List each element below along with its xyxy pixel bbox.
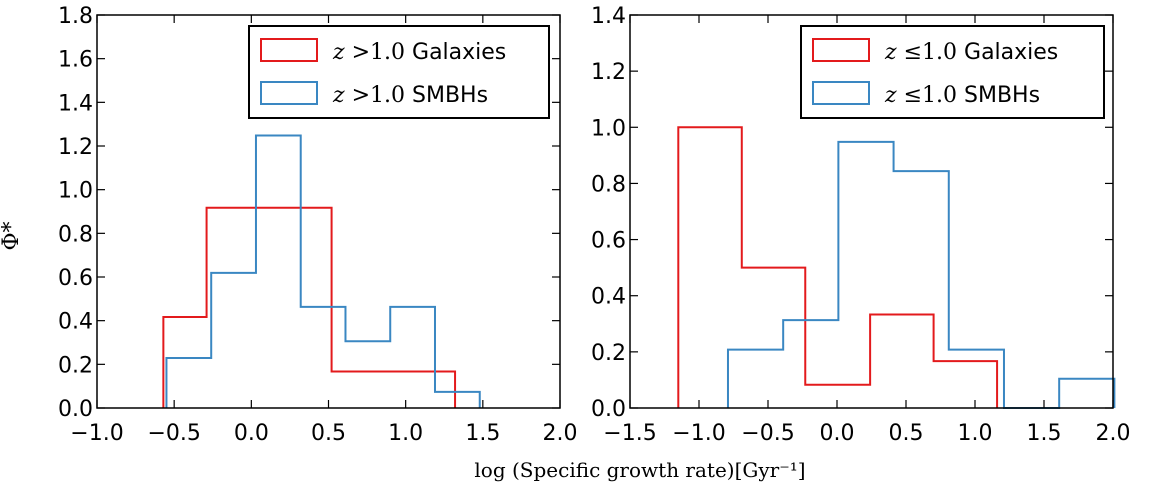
y-tick-label: 0.6 — [591, 229, 626, 254]
y-tick-label: 1.8 — [58, 4, 93, 29]
legend-swatch-0 — [812, 38, 870, 62]
y-tick-label: 0.0 — [58, 397, 93, 422]
y-axis-label: Φ* — [0, 221, 24, 250]
legend-label-1: z ≤1.0 SMBHs — [884, 83, 1040, 108]
y-tick-label: 0.2 — [591, 341, 626, 366]
legend-swatch-1 — [260, 81, 318, 105]
right-panel: −1.5 −1.0 −0.5 0.0 0.5 1.0 1.5 2.0 0.0 0.2 0.4 0.6 0… — [591, 4, 1131, 446]
y-tick-label: 0.4 — [591, 285, 626, 310]
legend-box — [800, 25, 1105, 119]
legend-label-0: z >1.0 Galaxies — [332, 40, 506, 65]
x-tick-label: −1.0 — [672, 421, 725, 446]
series-1-histogram — [726, 140, 1116, 409]
y-tick-label: 1.2 — [591, 60, 626, 85]
x-tick-label: 0.0 — [234, 421, 269, 446]
y-tick-label: 1.6 — [58, 48, 93, 73]
legend-box — [248, 25, 550, 119]
y-tick-label: 0.2 — [58, 353, 93, 378]
y-tick-label: 0.4 — [58, 310, 93, 335]
y-tick-label: 0.8 — [58, 222, 93, 247]
y-tick-label: 1.0 — [58, 179, 93, 204]
x-tick-label: −0.5 — [147, 421, 200, 446]
x-axis-label: log (Specific growth rate)[Gyr⁻¹] — [474, 458, 805, 482]
legend-label-0: z ≤1.0 Galaxies — [884, 40, 1058, 65]
y-tick-label: 1.2 — [58, 135, 93, 160]
left-panel: −1.0 −0.5 0.0 0.5 1.0 1.5 2.0 0.0 0.2 0.4 0.6 0.8 1.… — [58, 4, 578, 446]
x-tick-label: 1.5 — [465, 421, 500, 446]
series-0-histogram — [677, 126, 999, 408]
legend: z ≤1.0 Galaxies z ≤1.0 SMBHs — [800, 25, 1105, 119]
x-tick-label: 1.0 — [388, 421, 423, 446]
y-tick-label: 1.4 — [591, 4, 626, 29]
x-tick-label: −0.5 — [741, 421, 794, 446]
legend: z >1.0 Galaxies z >1.0 SMBHs — [248, 25, 550, 119]
legend-swatch-0 — [260, 38, 318, 62]
y-tick-label: 1.0 — [591, 116, 626, 141]
x-tick-label: −1.0 — [70, 421, 123, 446]
y-tick-label: 1.4 — [58, 91, 93, 116]
x-tick-label: 1.0 — [958, 421, 993, 446]
legend-label-1: z >1.0 SMBHs — [332, 83, 488, 108]
legend-swatch-1 — [812, 81, 870, 105]
x-tick-label: 0.0 — [820, 421, 855, 446]
x-tick-label: 0.5 — [311, 421, 346, 446]
y-tick-label: 0.6 — [58, 266, 93, 291]
y-tick-label: 0.0 — [591, 397, 626, 422]
y-tick-label: 0.8 — [591, 172, 626, 197]
series-1-histogram — [165, 134, 481, 408]
axes-frame — [629, 14, 1114, 409]
x-tick-label: 0.5 — [889, 421, 924, 446]
x-tick-label: −1.5 — [603, 421, 656, 446]
x-tick-label: 1.5 — [1027, 421, 1062, 446]
x-tick-label: 2.0 — [1096, 421, 1131, 446]
x-tick-label: 2.0 — [543, 421, 578, 446]
